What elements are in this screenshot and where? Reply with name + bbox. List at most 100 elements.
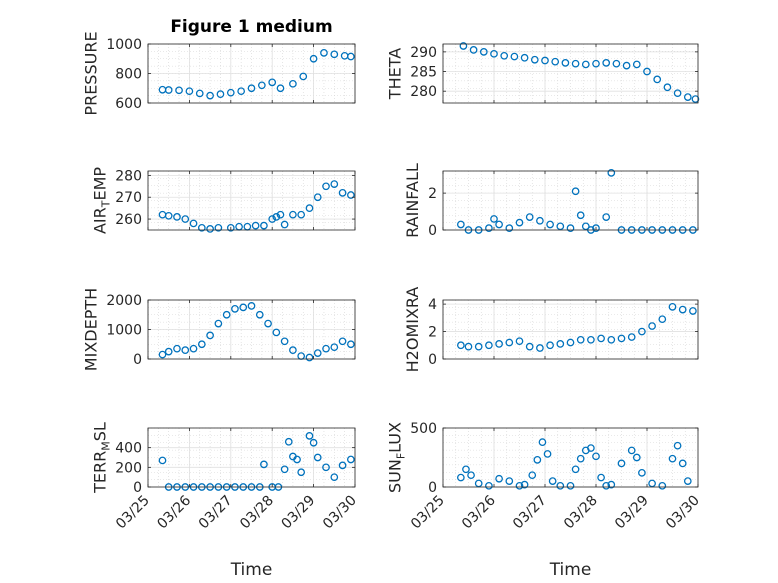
data-point [683,477,692,485]
data-point [197,340,206,349]
y-tick-label: 2 [428,186,437,202]
data-point [338,461,347,470]
panel-7: 03/25 03/26 03/27 03/28 03/29 03/30 0 200 400TER… [90,422,360,580]
data-point [581,60,590,69]
y-tick-label: 4 [428,297,437,313]
x-axis-label: Time [549,560,592,580]
data-point [268,215,277,223]
y-tick-label: 200 [115,460,142,476]
data-point [322,463,330,472]
data-point [658,481,667,490]
data-point [255,310,264,319]
data-point [592,59,600,68]
data-point [338,337,347,346]
data-point [214,319,223,328]
data-point [268,78,277,87]
data-point [571,187,580,196]
data-point [515,481,524,490]
y-tick-label: 0 [428,352,437,368]
data-point [597,473,605,482]
data-point [276,84,285,93]
x-tick-label: 03/29 [279,493,319,533]
data-point [602,481,611,490]
data-point [456,341,465,350]
y-tick-label: 1000 [106,323,142,339]
data-point [592,224,600,233]
y-axis-label: H2OMIXRA [403,287,422,373]
data-point [239,303,248,312]
data-point [469,46,478,54]
data-point [175,86,183,95]
y-tick-label: 2 [428,325,437,341]
x-tick-label: 03/27 [196,493,236,533]
data-point [515,337,524,346]
data-point [474,342,483,351]
data-point [592,452,600,461]
data-point [515,218,524,227]
x-tick-label: 03/28 [561,493,601,533]
data-point [632,453,641,462]
data-point [309,438,318,447]
data-point [627,333,636,341]
x-tick-label: 03/30 [663,493,703,533]
data-point [280,465,289,474]
data-point [214,223,223,232]
data-point [216,90,225,99]
data-point [330,50,339,59]
data-point [525,213,534,221]
data-point [668,454,677,463]
data-point [602,213,611,221]
data-point [546,341,554,350]
y-tick-label: 280 [115,168,142,184]
x-tick-label: 03/25 [408,493,448,533]
y-tick-label: 0 [133,352,142,368]
data-point [322,344,330,353]
axes-background [148,428,355,487]
axes-box [442,299,699,360]
data-point [607,480,616,489]
panel-2: 280 285 290 THETA [385,42,700,104]
data-point [612,59,621,68]
data-point [576,211,585,220]
data-point [571,465,580,474]
data-point [206,91,214,100]
data-point [617,459,626,468]
data-point [226,223,235,232]
data-point [546,220,554,229]
y-tick-label: 0 [428,480,437,496]
data-point [505,477,514,485]
data-point [525,342,534,351]
data-point [284,437,293,446]
y-tick-label: 270 [115,190,142,206]
data-point [627,446,636,455]
data-point [181,346,190,354]
data-point [587,444,595,452]
data-point [280,220,289,229]
data-point [638,468,646,477]
data-point [305,432,314,440]
data-point [330,180,339,188]
data-point [566,338,575,347]
data-point [561,59,570,67]
data-point [189,344,198,353]
data-point [260,460,268,469]
data-point [678,305,687,314]
panel-4: 0 2 RAINFALL [403,163,699,239]
data-point [195,89,204,98]
panel-1: 600 800 1000 PRESSURE Figure 1 medium [81,17,356,116]
data-point [305,204,314,212]
data-point [479,48,488,56]
data-point [297,468,306,477]
data-point [467,471,475,480]
data-point [260,221,268,230]
data-point [313,193,322,202]
axes-box [442,43,699,104]
data-point [587,335,595,344]
data-point [272,328,281,337]
data-point [185,87,194,96]
data-point [158,350,167,359]
panel-8: 03/25 03/26 03/27 03/28 03/29 03/30 0 500SUNFLU… [385,421,703,580]
data-point [607,335,616,344]
data-point [231,304,239,313]
